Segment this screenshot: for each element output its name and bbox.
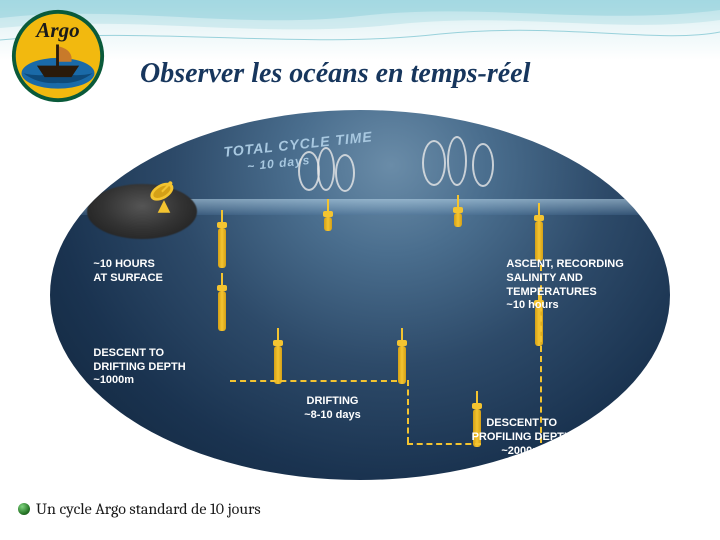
label-descent-drift: DESCENT TO DRIFTING DEPTH ~1000m <box>93 347 185 388</box>
deep-path-line <box>407 443 481 445</box>
globe-bullet-icon <box>18 503 30 515</box>
ground-station-icon <box>143 177 185 224</box>
signal-ring <box>422 140 446 186</box>
label-surface: ~10 HOURS AT SURFACE <box>93 258 162 286</box>
argo-float-transmit-2 <box>453 195 463 227</box>
argo-float-surface-1 <box>217 210 227 268</box>
wave-header <box>0 0 720 60</box>
svg-text:Argo: Argo <box>34 18 79 42</box>
argo-float-drifting-1 <box>273 328 283 384</box>
signal-ring <box>335 154 355 192</box>
label-ascent: ASCENT, RECORDING SALINITY AND TEMPERATU… <box>506 258 651 313</box>
ocean-oval: TOTAL CYCLE TIME ~ 10 days <box>50 110 670 480</box>
argo-logo: Argo <box>10 8 106 104</box>
satellite-icon <box>560 121 608 162</box>
argo-float-transmit-1 <box>323 199 333 231</box>
caption-text: Un cycle Argo standard de 10 jours <box>36 500 261 518</box>
drift-path-line <box>230 380 397 382</box>
argo-float-descending-1 <box>217 273 227 331</box>
argo-float-surface-2 <box>534 203 544 261</box>
signal-ring <box>447 136 467 186</box>
caption-bullet: Un cycle Argo standard de 10 jours <box>18 500 261 518</box>
argo-float-drifting-2 <box>397 328 407 384</box>
label-profiling: DESCENT TO PROFILING DEPTH ~2000m <box>472 417 572 458</box>
descent-path-line <box>407 380 409 443</box>
argo-cycle-diagram: TOTAL CYCLE TIME ~ 10 days <box>50 110 670 480</box>
signal-ring <box>317 147 335 191</box>
label-drifting: DRIFTING ~8-10 days <box>304 395 361 423</box>
page-title: Observer les océans en temps-réel <box>140 58 700 90</box>
signal-ring <box>472 143 494 187</box>
